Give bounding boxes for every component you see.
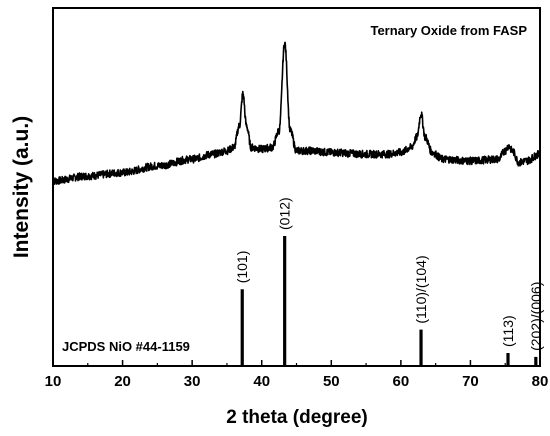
y-axis-title: Intensity (a.u.): [10, 116, 33, 258]
x-tick-label: 40: [253, 373, 270, 390]
series-line-fasp: [52, 41, 541, 185]
x-tick-label: 20: [114, 373, 131, 390]
series-label: Ternary Oxide from FASP: [370, 23, 527, 38]
x-axis-ticks: 10 20 30 40 50 60 70 80: [45, 360, 549, 390]
reference-label: JCPDS NiO #44-1159: [62, 339, 190, 354]
reference-peak-label: (110)/(104): [413, 255, 429, 323]
x-tick-label: 80: [532, 373, 549, 390]
reference-peak-label: (113): [500, 315, 516, 347]
plot-frame: [52, 7, 541, 367]
x-tick-label: 70: [462, 373, 479, 390]
fasp-pattern: [52, 41, 541, 185]
x-tick-label: 10: [45, 373, 62, 390]
reference-peak-label: (202)/(006): [528, 282, 544, 351]
reference-peak-label: (101): [234, 251, 250, 284]
x-axis-title: 2 theta (degree): [226, 407, 367, 428]
x-tick-label: 60: [393, 373, 410, 390]
x-tick-label: 50: [323, 373, 340, 390]
reference-peak-label: (012): [277, 197, 293, 230]
x-tick-label: 30: [184, 373, 201, 390]
reference-peaks: (101) (012) (110)/(104) (113) (202)/(006): [234, 197, 544, 366]
